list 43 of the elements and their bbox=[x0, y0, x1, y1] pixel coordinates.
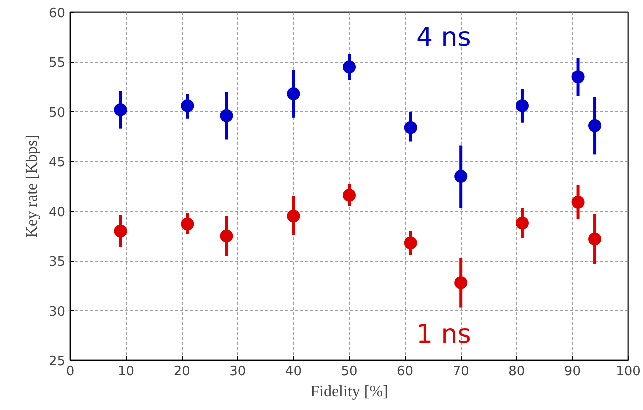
x-axis-title: Fidelity [%] bbox=[310, 384, 388, 400]
x-tick-label: 70 bbox=[452, 364, 470, 380]
point bbox=[516, 99, 529, 112]
point bbox=[454, 170, 468, 184]
point bbox=[287, 88, 300, 101]
point bbox=[404, 121, 418, 134]
y-tick-label: 35 bbox=[48, 255, 66, 270]
point bbox=[181, 218, 194, 231]
point bbox=[114, 224, 128, 238]
y-axis-title: Key rate [Kbps] bbox=[24, 134, 41, 238]
point bbox=[114, 103, 128, 116]
x-tick-label: 40 bbox=[285, 364, 302, 380]
text: 4 ns bbox=[416, 22, 472, 53]
y-tick-label: 40 bbox=[48, 205, 66, 220]
series-label: 1 ns bbox=[416, 320, 472, 350]
x-tick-label: 60 bbox=[397, 364, 414, 380]
y-tick-label: 60 bbox=[48, 6, 66, 22]
y-tick-label: 45 bbox=[48, 156, 66, 171]
y-tick-label: 30 bbox=[48, 304, 66, 320]
point bbox=[343, 188, 356, 202]
point bbox=[220, 230, 234, 243]
x-tick-label: 50 bbox=[341, 364, 358, 380]
y-tick-label: 25 bbox=[48, 354, 66, 370]
point bbox=[588, 232, 602, 246]
point bbox=[181, 99, 194, 112]
point bbox=[220, 109, 234, 122]
x-tick-label: 30 bbox=[230, 364, 246, 380]
point bbox=[454, 276, 468, 290]
x-tick-label: 90 bbox=[564, 364, 581, 380]
x-tick-label: 80 bbox=[508, 364, 526, 380]
point bbox=[588, 119, 602, 132]
x-tick-label: 20 bbox=[174, 364, 190, 380]
point bbox=[404, 236, 418, 250]
point bbox=[572, 196, 585, 209]
x-tick-label: 0 bbox=[66, 364, 75, 380]
x-tick-label: 100 bbox=[616, 364, 641, 380]
point bbox=[343, 60, 356, 74]
y-tick-label: 55 bbox=[48, 56, 66, 72]
x-tick-label: 10 bbox=[118, 364, 135, 380]
point bbox=[516, 216, 529, 230]
y-tick-label: 50 bbox=[48, 106, 66, 121]
point bbox=[287, 210, 300, 223]
point bbox=[572, 70, 585, 84]
